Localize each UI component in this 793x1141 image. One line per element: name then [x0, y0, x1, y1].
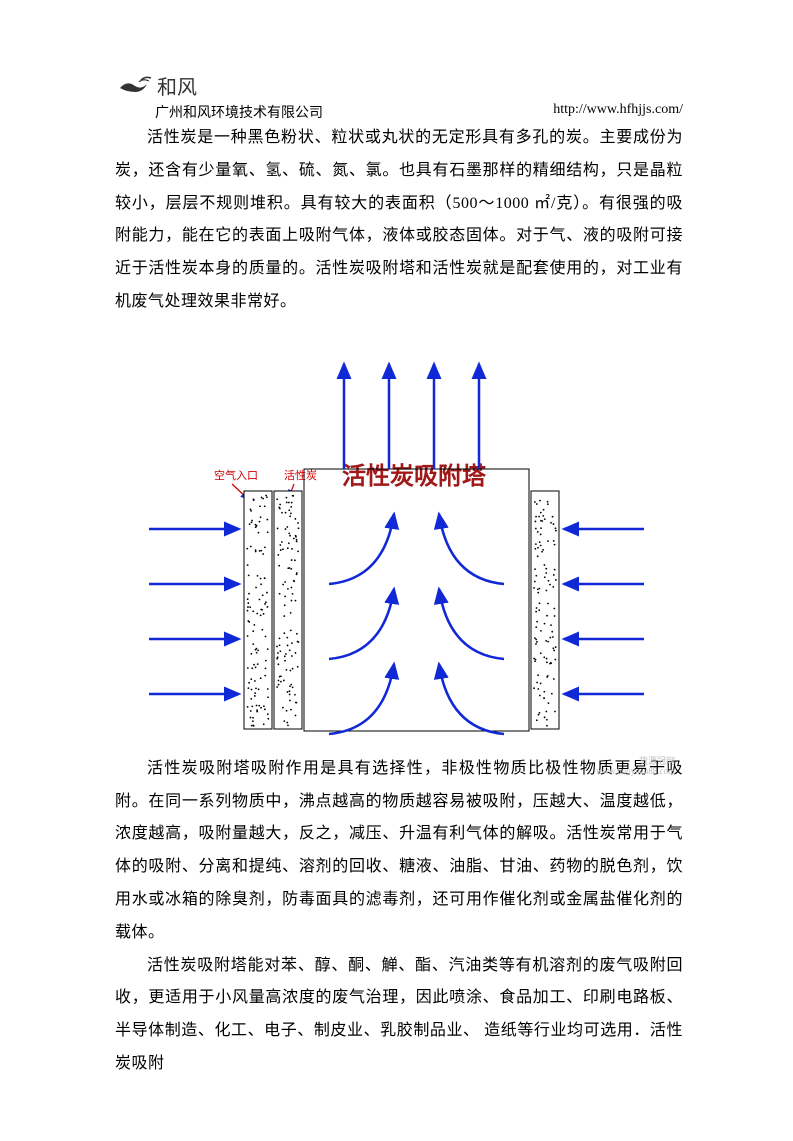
header: 和风 广州和风环境技术有限公司 http://www.hfhjjs.com/ [115, 70, 683, 122]
watermark: 货源冠网 www.huoyuan88.com [596, 757, 675, 777]
paragraph-2: 活性炭吸附塔吸附作用是具有选择性，非极性物质比极性物质更易于吸附。在同一系列物质… [115, 753, 683, 950]
bird-icon [115, 70, 155, 100]
svg-text:空气入口: 空气入口 [214, 468, 258, 482]
diagram-container: 活性炭吸附塔 空气入口 活性炭 [115, 329, 683, 739]
svg-text:活性炭: 活性炭 [284, 468, 317, 482]
logo-text: 和风 [157, 71, 197, 100]
svg-text:活性炭吸附塔: 活性炭吸附塔 [342, 462, 487, 490]
company-url: http://www.hfhjjs.com/ [553, 102, 683, 122]
adsorption-tower-diagram: 活性炭吸附塔 空气入口 活性炭 [144, 329, 654, 739]
paragraph-3: 活性炭吸附塔能对苯、醇、酮、觯、酯、汽油类等有机溶剂的废气吸附回收，更适用于小风… [115, 950, 683, 1081]
logo: 和风 [115, 70, 683, 100]
company-name: 广州和风环境技术有限公司 [155, 102, 323, 122]
paragraph-1: 活性炭是一种黑色粉状、粒状或丸状的无定形具有多孔的炭。主要成份为炭，还含有少量氧… [115, 122, 683, 319]
